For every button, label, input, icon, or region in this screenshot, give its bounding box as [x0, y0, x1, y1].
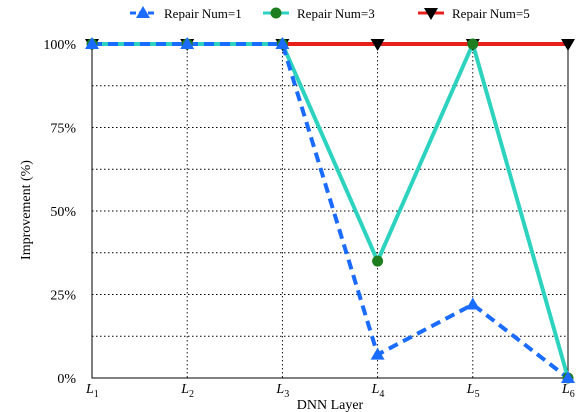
legend: Repair Num=1 Repair Num=3 Repair Num=5 [130, 6, 530, 21]
x-tick-label: L4 [371, 382, 385, 400]
series-lines [92, 42, 570, 380]
data-point [370, 39, 385, 51]
data-point [370, 347, 385, 360]
y-tick-label: 75% [50, 122, 76, 137]
data-point [275, 37, 290, 49]
legend-label: Repair Num=5 [452, 6, 530, 21]
data-point [180, 37, 195, 49]
x-tick-label: L6 [561, 382, 575, 400]
legend-label: Repair Num=1 [164, 6, 242, 21]
y-tick-label: 100% [43, 38, 76, 53]
data-point [561, 371, 575, 383]
grid [92, 44, 568, 378]
x-tick-label: L2 [180, 382, 194, 400]
x-tick-label: L1 [85, 382, 99, 400]
legend-marker [424, 8, 438, 20]
legend-marker [270, 7, 282, 19]
data-point [561, 39, 575, 51]
y-tick-label: 25% [50, 289, 76, 304]
series-markers [85, 37, 575, 384]
y-tick-label: 50% [50, 205, 76, 220]
series-line [92, 42, 570, 380]
legend-marker [136, 6, 150, 18]
x-tick-label: L3 [275, 382, 289, 400]
legend-label: Repair Num=3 [297, 6, 375, 21]
x-tick-label: L5 [466, 382, 480, 400]
data-point [465, 297, 480, 310]
y-tick-labels: 0% 25% 50% 75% 100% [43, 38, 76, 387]
data-point [467, 38, 479, 50]
series-line [92, 42, 570, 379]
y-tick-label: 0% [57, 372, 76, 387]
x-axis-title: DNN Layer [297, 398, 364, 412]
data-point [372, 255, 384, 267]
y-axis-title: Improvement (%) [19, 160, 34, 260]
data-point [85, 37, 99, 49]
